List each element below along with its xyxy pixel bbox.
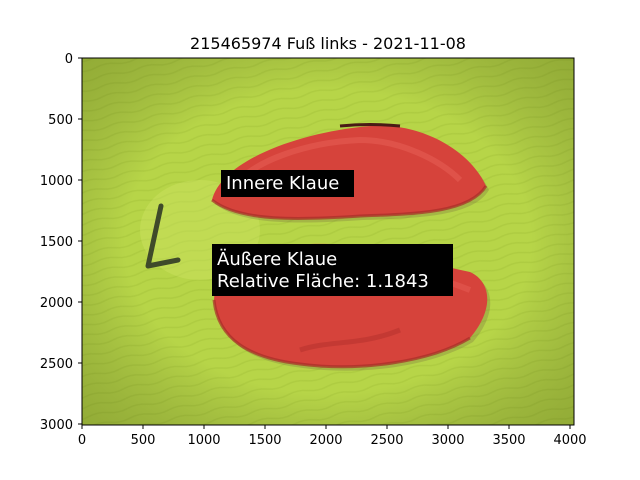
- x-tick-label: 2000: [309, 433, 342, 448]
- photo-image: [82, 58, 574, 425]
- x-tick-label: 0: [78, 433, 86, 448]
- y-tick-label: 0: [65, 52, 73, 67]
- y-tick-label: 1000: [40, 174, 73, 189]
- x-tick-label: 4000: [553, 433, 586, 448]
- y-tick-label: 2500: [40, 357, 73, 372]
- y-tick-label: 500: [48, 113, 73, 128]
- x-tick-label: 1500: [248, 433, 281, 448]
- outer-area-text: Relative Fläche: 1.1843: [217, 271, 429, 292]
- x-tick-label: 1000: [187, 433, 220, 448]
- figure-title: 215465974 Fuß links - 2021-11-08: [190, 34, 466, 53]
- x-tick-label: 2500: [370, 433, 403, 448]
- outer-label-text: Äußere Klaue: [217, 249, 337, 270]
- x-tick-label: 500: [131, 433, 156, 448]
- x-tick-label: 3000: [431, 433, 464, 448]
- outer-claw-label: Äußere Klaue Relative Fläche: 1.1843: [212, 244, 453, 296]
- outer-label-box: [212, 244, 453, 296]
- y-tick-label: 1500: [40, 235, 73, 250]
- y-tick-label: 3000: [40, 418, 73, 433]
- y-axis: 0 500 1000 1500 2000 2500 3000: [40, 52, 82, 433]
- x-tick-label: 3500: [492, 433, 525, 448]
- y-tick-label: 2000: [40, 296, 73, 311]
- marker-l-drawing: [145, 203, 181, 269]
- inner-label-box: [221, 170, 354, 197]
- x-axis: 0 500 1000 1500 2000 2500 3000 3500 4000: [78, 425, 587, 448]
- inner-label-text: Innere Klaue: [226, 173, 339, 194]
- inner-claw-label: Innere Klaue: [221, 170, 354, 197]
